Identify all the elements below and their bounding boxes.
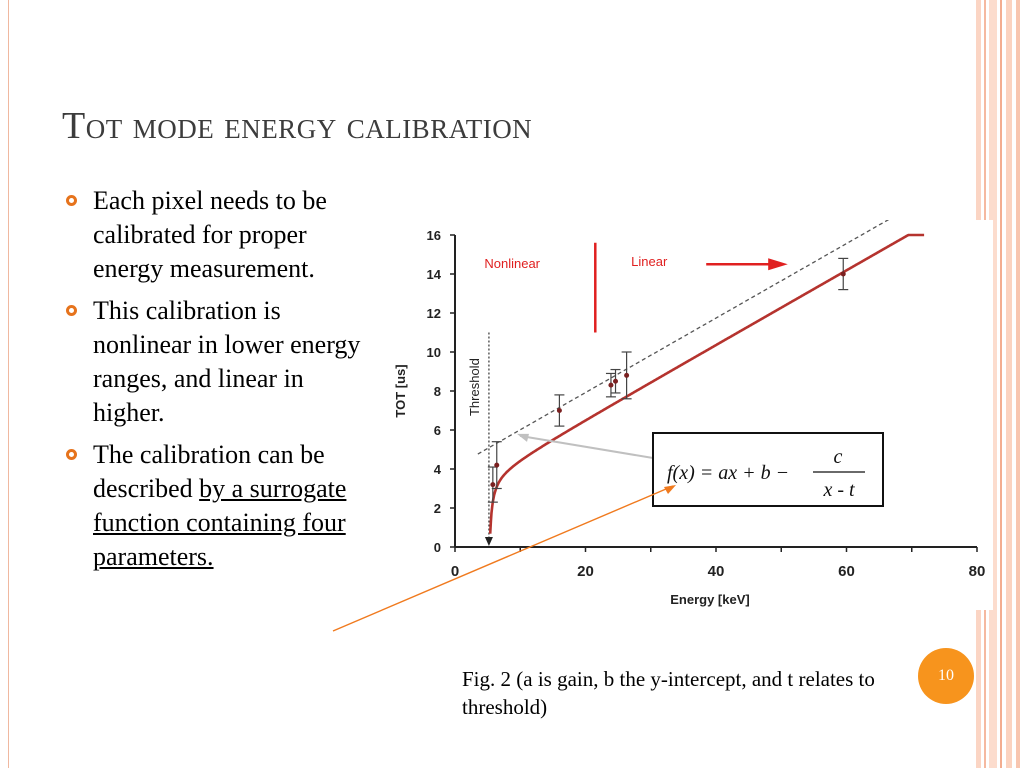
bullet-icon [66,195,77,206]
x-tick-label: 40 [708,563,725,580]
page-number-badge: 10 [918,648,974,704]
x-tick-label: 20 [577,563,594,580]
x-axis-label: Energy [keV] [670,592,749,607]
formula-pointer-line [519,434,654,459]
data-point [613,378,619,384]
x-tick-label: 0 [451,563,459,580]
calibration-chart: 0 2 4 6 8 10 12 14 16 0 20 40 60 80 Energy [keV] TOT [u… [383,220,993,610]
data-point [624,372,630,378]
y-tick-label: 14 [427,267,442,282]
formula-pointer-head [516,433,529,442]
bullet-icon [66,449,77,460]
formula-numerator: c [834,446,843,468]
y-tick-label: 10 [427,345,441,360]
nonlinear-label: Nonlinear [484,256,540,271]
linear-arrow-head [768,258,788,271]
data-point [494,462,500,468]
threshold-label: Threshold [467,358,482,416]
bullet-list: Each pixel needs to be calibrated for pr… [66,184,366,582]
bullet-text: Each pixel needs to be calibrated for pr… [93,186,327,283]
formula-box [652,432,884,507]
data-point [608,382,614,388]
data-point [556,408,562,413]
formula-denominator: x - t [822,479,855,501]
bullet-item: Each pixel needs to be calibrated for pr… [66,184,366,286]
linear-asymptote-line [477,220,890,455]
y-tick-label: 2 [434,501,441,516]
figure-caption: Fig. 2 (a is gain, b the y-intercept, an… [462,667,875,719]
x-tick-label: 80 [969,563,986,580]
bullet-text: The calibration can be described [93,440,325,503]
x-tick-label: 60 [838,563,855,580]
bullet-icon [66,305,77,316]
bullet-item: This calibration is nonlinear in lower e… [66,294,366,430]
y-tick-label: 6 [434,423,441,438]
bullet-item: The calibration can be described by a su… [66,438,366,574]
y-tick-label: 8 [434,384,441,399]
bullet-underlined-text: by a surrogate function containing four … [93,474,347,571]
y-tick-label: 0 [434,540,441,555]
data-point [840,271,846,277]
slide-frame-left [8,0,9,768]
y-tick-label: 16 [427,228,441,243]
fit-curve [488,233,925,534]
formula-lhs: f(x) = ax + b − [667,462,789,484]
y-axis-label: TOT [us] [393,364,408,417]
y-tick-label: 4 [434,462,442,477]
linear-label: Linear [631,254,668,269]
y-tick-label: 12 [427,306,441,321]
bullet-text: This calibration is nonlinear in lower e… [93,296,361,427]
slide-title: Tot mode energy calibration [62,105,533,147]
data-point [490,482,496,488]
